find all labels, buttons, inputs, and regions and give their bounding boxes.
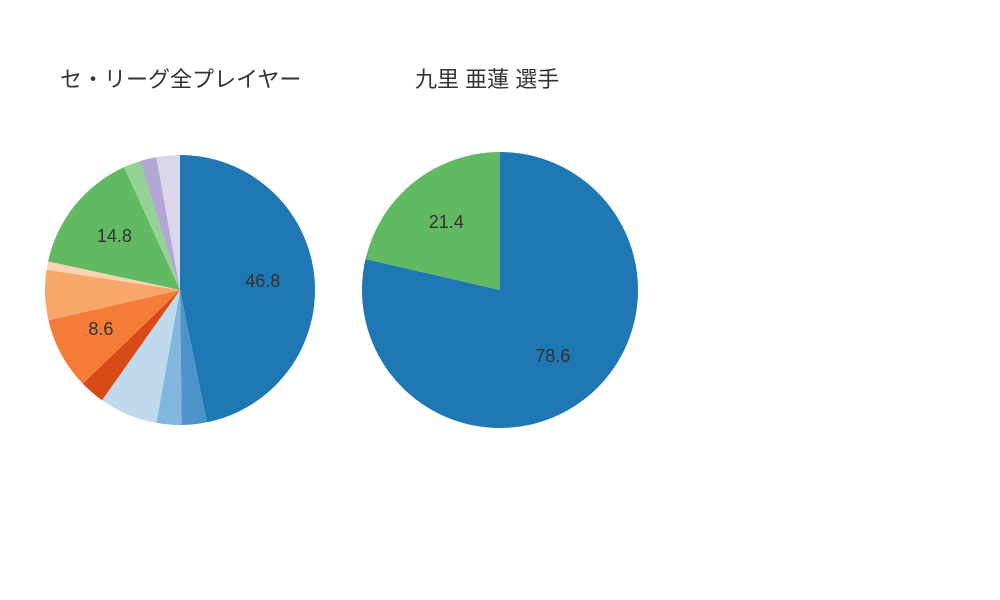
pie-title-right: 九里 亜蓮 選手 <box>415 62 559 94</box>
pie-chart-right: 78.621.4 <box>362 152 638 428</box>
pie-chart-left: 46.88.614.8 <box>45 155 315 425</box>
pie-title-left: セ・リーグ全プレイヤー <box>60 62 301 94</box>
pie-slice <box>180 155 315 422</box>
